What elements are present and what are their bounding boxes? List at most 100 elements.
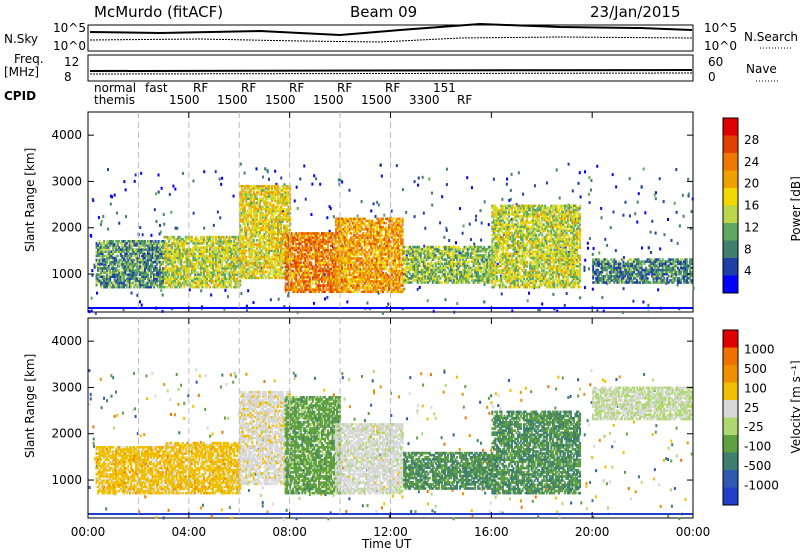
scatter-speck bbox=[641, 246, 643, 249]
scatter-speck bbox=[357, 215, 359, 218]
radar-figure: McMurdo (fitACF) Beam 09 23/Jan/2015 N.S… bbox=[0, 0, 800, 554]
scatter-speck bbox=[387, 303, 389, 306]
scatter-speck bbox=[182, 172, 184, 175]
scatter-speck bbox=[422, 176, 424, 179]
scatter-speck bbox=[615, 249, 617, 252]
scatter-speck bbox=[587, 247, 589, 250]
scatter-speck bbox=[176, 227, 178, 230]
scatter-speck bbox=[233, 195, 235, 198]
scatter-speck bbox=[624, 201, 626, 204]
scatter-speck bbox=[156, 220, 158, 223]
scatter-speck bbox=[262, 176, 264, 179]
scatter-speck bbox=[473, 243, 475, 246]
range-cell bbox=[312, 282, 314, 285]
scatter-speck bbox=[219, 177, 221, 180]
scatter-speck bbox=[564, 304, 566, 307]
scatter-speck bbox=[159, 224, 161, 227]
scatter-speck bbox=[376, 201, 378, 204]
scatter-speck bbox=[215, 170, 217, 173]
scatter-speck bbox=[433, 310, 435, 313]
scatter-speck bbox=[200, 289, 202, 292]
scatter-speck bbox=[280, 177, 282, 180]
scatter-speck bbox=[158, 174, 160, 177]
scatter-speck bbox=[98, 216, 100, 219]
scatter-speck bbox=[528, 292, 530, 295]
scatter-speck bbox=[479, 209, 481, 212]
scatter-speck bbox=[142, 233, 144, 236]
scatter-speck bbox=[423, 245, 425, 248]
cpid-mode-label: 1500 bbox=[313, 93, 344, 107]
scatter-speck bbox=[677, 242, 679, 245]
scatter-speck bbox=[691, 210, 693, 213]
scatter-speck bbox=[255, 167, 257, 170]
scatter-speck bbox=[443, 236, 445, 239]
scatter-speck bbox=[253, 301, 255, 304]
scatter-speck bbox=[370, 209, 372, 212]
scatter-speck bbox=[650, 251, 652, 254]
scatter-speck bbox=[584, 170, 586, 173]
scatter-speck bbox=[601, 296, 603, 299]
range-cell bbox=[361, 245, 363, 248]
scatter-speck bbox=[634, 212, 636, 215]
scatter-speck bbox=[584, 286, 586, 289]
scatter-speck bbox=[456, 302, 458, 305]
scatter-speck bbox=[313, 174, 315, 177]
scatter-speck bbox=[246, 309, 248, 312]
scatter-speck bbox=[366, 301, 368, 304]
scatter-speck bbox=[192, 180, 194, 183]
freq-panel bbox=[88, 55, 693, 81]
scatter-speck bbox=[568, 163, 570, 166]
scatter-speck bbox=[488, 223, 490, 226]
scatter-speck bbox=[267, 170, 269, 173]
scatter-speck bbox=[623, 287, 625, 290]
scatter-speck bbox=[592, 288, 594, 291]
scatter-speck bbox=[579, 171, 581, 174]
scatter-speck bbox=[636, 221, 638, 224]
cpid-mode-labels: fast1500RF1500RF1500RF1500RF1500RF330015… bbox=[145, 81, 472, 107]
range-cell bbox=[289, 229, 291, 232]
scatter-speck bbox=[303, 164, 305, 167]
scatter-speck bbox=[324, 297, 326, 300]
scatter-speck bbox=[659, 177, 661, 180]
scatter-speck bbox=[583, 269, 585, 272]
scatter-speck bbox=[193, 212, 195, 215]
scatter-speck bbox=[203, 170, 205, 173]
scatter-speck bbox=[663, 200, 665, 203]
scatter-speck bbox=[162, 293, 164, 296]
scatter-speck bbox=[310, 213, 312, 216]
scatter-speck bbox=[643, 168, 645, 171]
scatter-speck bbox=[654, 194, 656, 197]
scatter-speck bbox=[657, 288, 659, 291]
scatter-speck bbox=[414, 215, 416, 218]
cpid-mode-label: 151 bbox=[433, 81, 456, 95]
scatter-speck bbox=[651, 220, 653, 223]
range-cell bbox=[158, 240, 160, 243]
scatter-speck bbox=[338, 178, 340, 181]
scatter-speck bbox=[299, 177, 301, 180]
scatter-speck bbox=[590, 179, 592, 182]
scatter-speck bbox=[566, 292, 568, 295]
scatter-speck bbox=[361, 200, 363, 203]
scatter-speck bbox=[641, 185, 643, 188]
scatter-speck bbox=[348, 189, 350, 192]
scatter-speck bbox=[481, 222, 483, 225]
scatter-speck bbox=[469, 223, 471, 226]
scatter-speck bbox=[140, 172, 142, 175]
scatter-speck bbox=[501, 198, 503, 201]
scatter-speck bbox=[125, 188, 127, 191]
scatter-speck bbox=[541, 302, 543, 305]
scatter-speck bbox=[483, 300, 485, 303]
scatter-speck bbox=[294, 199, 296, 202]
scatter-speck bbox=[189, 288, 191, 291]
scatter-speck bbox=[446, 229, 448, 232]
scatter-speck bbox=[88, 310, 90, 313]
range-cell bbox=[310, 261, 312, 264]
scatter-speck bbox=[475, 215, 477, 218]
scatter-speck bbox=[118, 222, 120, 225]
scatter-speck bbox=[638, 192, 640, 195]
scatter-speck bbox=[240, 292, 242, 295]
scatter-speck bbox=[296, 186, 298, 189]
scatter-speck bbox=[220, 183, 222, 186]
scatter-speck bbox=[418, 176, 420, 179]
scatter-speck bbox=[427, 299, 429, 302]
